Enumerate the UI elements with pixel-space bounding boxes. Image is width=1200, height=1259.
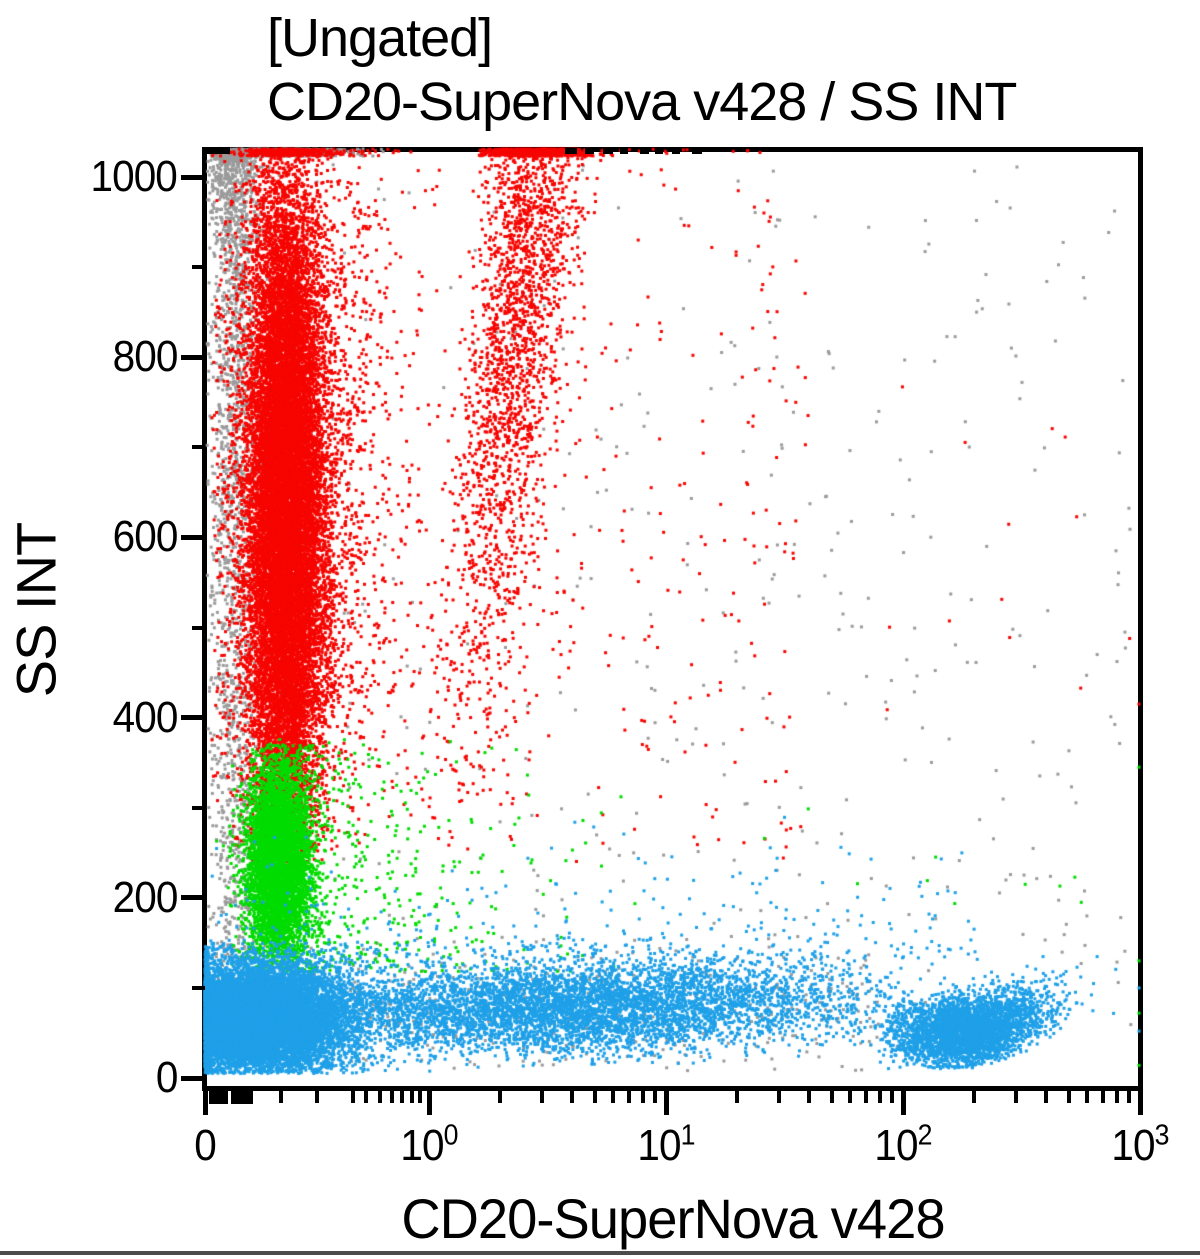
x-minor-tick <box>1066 1089 1071 1103</box>
x-minor-tick <box>1014 1089 1019 1103</box>
y-major-tick <box>181 174 205 180</box>
saturated-events-mark <box>585 148 594 154</box>
x-axis-label: CD20-SuperNova v428 <box>401 1187 945 1250</box>
x-minor-tick <box>806 1089 811 1103</box>
x-minor-tick <box>569 1089 574 1103</box>
y-tick-label: 0 <box>155 1053 178 1102</box>
x-minor-tick <box>890 1089 895 1103</box>
x-major-tick <box>1137 1089 1143 1115</box>
x-tick-label: 101 <box>637 1119 695 1170</box>
y-minor-tick <box>192 805 205 810</box>
x-minor-tick <box>1101 1089 1106 1103</box>
x-minor-tick <box>409 1089 414 1103</box>
x-tick-label: 100 <box>400 1119 458 1170</box>
x-minor-tick <box>1043 1089 1048 1103</box>
y-tick-label: 200 <box>112 872 178 922</box>
x-minor-tick <box>592 1089 597 1103</box>
y-major-tick <box>181 534 205 540</box>
saturated-events-mark <box>206 147 230 154</box>
saturated-events-mark <box>655 148 663 154</box>
x-minor-tick <box>641 1089 646 1103</box>
x-minor-tick <box>878 1089 883 1103</box>
x-minor-tick <box>972 1089 977 1103</box>
x-minor-tick <box>653 1089 658 1103</box>
y-tick-label: 1000 <box>90 152 178 201</box>
y-minor-tick <box>192 985 205 990</box>
y-tick-label: 800 <box>112 332 178 382</box>
x-tick-label: 103 <box>1111 1119 1169 1170</box>
x-minor-tick <box>1115 1089 1120 1103</box>
x-minor-tick <box>390 1089 395 1103</box>
y-tick-label: 600 <box>112 512 178 562</box>
saturated-events-mark <box>620 148 628 154</box>
x-minor-tick <box>848 1089 853 1103</box>
x-minor-tick <box>1085 1089 1090 1103</box>
x-minor-tick <box>364 1089 369 1103</box>
x-minor-tick <box>498 1089 503 1103</box>
saturated-events-mark <box>565 148 577 154</box>
x-minor-tick <box>777 1089 782 1103</box>
x-minor-tick <box>864 1089 869 1103</box>
x-minor-tick <box>418 1089 423 1103</box>
saturated-events-mark <box>672 148 680 154</box>
y-minor-tick <box>192 445 205 450</box>
y-major-tick <box>181 715 205 721</box>
x-minor-tick <box>1127 1089 1132 1103</box>
x-minor-tick <box>315 1089 319 1103</box>
x-major-tick <box>202 1089 208 1115</box>
x-minor-tick <box>350 1089 355 1103</box>
y-minor-tick <box>192 625 205 630</box>
y-major-tick <box>181 354 205 360</box>
x-tick-label: 102 <box>874 1119 932 1170</box>
y-tick-label: 400 <box>112 692 178 742</box>
x-major-tick <box>900 1089 906 1115</box>
x-major-tick <box>426 1089 432 1115</box>
x-tick-label: 0 <box>194 1121 217 1170</box>
x-minor-tick <box>377 1089 382 1103</box>
x-minor-tick <box>540 1089 545 1103</box>
x-minor-tick <box>829 1089 834 1103</box>
x-minor-tick <box>400 1089 405 1103</box>
saturated-events-mark <box>640 148 649 154</box>
y-minor-tick <box>192 265 205 270</box>
x-minor-tick <box>735 1089 740 1103</box>
y-major-tick <box>181 895 205 901</box>
saturated-events-mark <box>603 148 613 154</box>
x-minor-tick <box>627 1089 632 1103</box>
saturated-events-mark <box>231 1086 253 1104</box>
y-major-tick <box>181 1075 205 1081</box>
window-divider-line <box>0 1251 1200 1255</box>
x-minor-tick <box>611 1089 616 1103</box>
saturated-events-mark <box>692 148 702 154</box>
x-major-tick <box>663 1089 669 1115</box>
x-minor-tick <box>279 1089 284 1103</box>
saturated-events-mark <box>209 1086 228 1104</box>
